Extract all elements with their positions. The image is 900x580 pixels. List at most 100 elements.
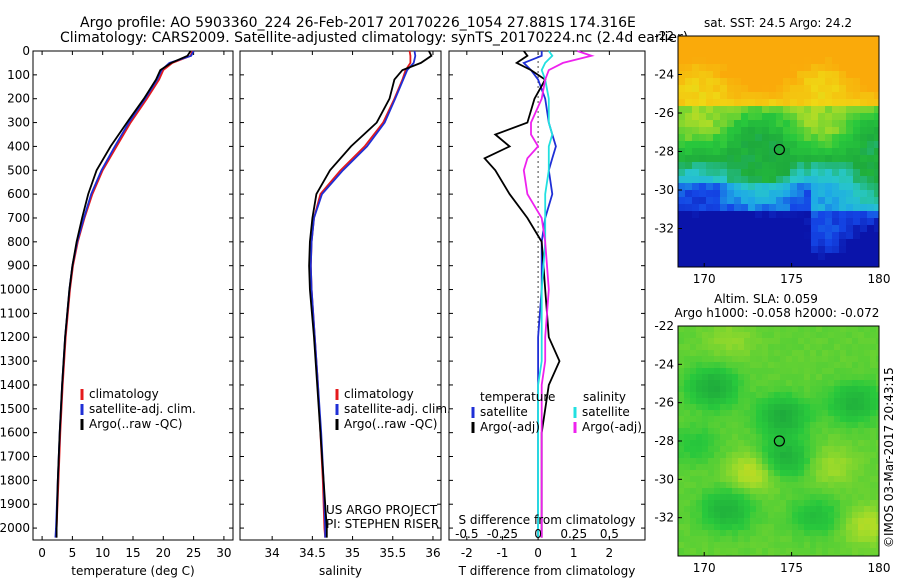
map-cell [738,422,744,428]
map-cell [786,470,792,476]
map-cell [816,386,822,392]
credit-pi: PI: STEPHEN RISER [326,517,439,531]
map-cell [790,197,797,204]
map-cell [699,141,706,148]
map-cell [727,92,734,99]
map-cell [692,211,699,218]
map-cell [714,500,720,506]
map-cell [738,512,744,518]
map-cell [699,92,706,99]
map-cell [690,404,696,410]
map-cell [852,440,858,446]
map-cell [804,218,811,225]
map-cell [790,85,797,92]
map-cell [839,169,846,176]
map-cell [769,225,776,232]
map-cell [811,197,818,204]
map-cell [828,326,834,332]
map-cell [774,518,780,524]
map-cell [741,246,748,253]
map-cell [860,113,867,120]
map-cell [858,542,864,548]
map-cell [744,470,750,476]
map-cell [702,536,708,542]
map-cell [840,440,846,446]
map-cell [702,440,708,446]
map-cell [783,190,790,197]
map-x-tick-label: 175 [780,272,803,286]
map-cell [840,464,846,470]
map-cell [706,239,713,246]
map-cell [797,155,804,162]
map-cell [780,428,786,434]
map-cell [858,536,864,542]
map-cell [780,386,786,392]
map-cell [874,92,879,99]
map-cell [811,141,818,148]
map-cell [732,548,738,554]
map-cell [708,458,714,464]
map-cell [738,350,744,356]
map-cell [696,434,702,440]
map-cell [696,530,702,536]
map-cell [706,204,713,211]
map-cell [810,554,816,556]
map-cell [727,43,734,50]
map-cell [828,476,834,482]
title-line-1: Argo profile: AO 5903360_224 26-Feb-2017… [80,15,636,31]
x-tick-label: 20 [156,546,171,560]
map-cell [734,99,741,106]
map-cell [797,246,804,253]
map-cell [864,512,870,518]
map-cell [738,344,744,350]
map-cell [834,344,840,350]
map-cell [810,470,816,476]
map-cell [678,374,684,380]
map-cell [696,380,702,386]
map-cell [834,482,840,488]
map-cell [744,488,750,494]
map-cell [834,332,840,338]
x-tick-label: 10 [95,546,110,560]
map-cell [720,211,727,218]
map-cell [811,169,818,176]
map-cell [811,57,818,64]
map-cell [762,548,768,554]
map-cell [755,57,762,64]
map-cell [699,169,706,176]
map-cell [720,92,727,99]
map-cell [832,43,839,50]
map-cell [825,85,832,92]
map-cell [846,500,852,506]
map-cell [846,374,852,380]
map-cell [684,332,690,338]
map-cell [822,416,828,422]
map-cell [714,536,720,542]
map-cell [678,422,684,428]
map-cell [846,338,852,344]
map-cell [678,127,685,134]
map-cell [816,452,822,458]
map-cell [708,350,714,356]
map-cell [822,386,828,392]
map-cell [804,92,811,99]
map-cell [867,64,874,71]
map-cell [864,416,870,422]
map-cell [790,148,797,155]
map-cell [748,113,755,120]
map-cell [714,542,720,548]
map-cell [720,446,726,452]
map-cell [811,85,818,92]
map-cell [726,542,732,548]
map-cell [867,106,874,113]
map-cell [750,332,756,338]
map-cell [834,470,840,476]
map-cell [834,326,840,332]
map-cell [692,85,699,92]
map-cell [702,392,708,398]
map-cell [828,392,834,398]
map-cell [750,344,756,350]
map-cell [726,350,732,356]
map-cell [713,211,720,218]
map-cell [690,476,696,482]
